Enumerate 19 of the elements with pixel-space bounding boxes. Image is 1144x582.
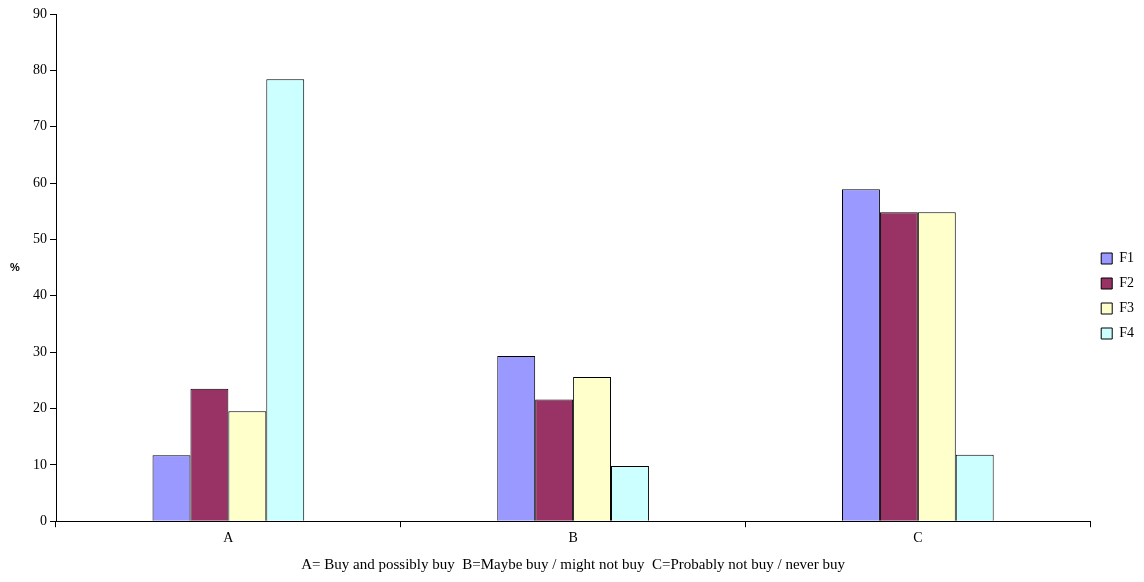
y-tick-label: 60: [33, 174, 47, 190]
y-tick-label: 30: [33, 343, 47, 359]
y-tick-label: 40: [33, 287, 47, 303]
y-tick-label: 10: [33, 456, 47, 472]
x-axis-title: A= Buy and possibly buy B=Maybe buy / might not buy C=Probably not buy / never buy: [301, 555, 846, 572]
x-tick-label: C: [913, 530, 923, 546]
y-tick-label: 20: [33, 400, 47, 416]
legend-label: F4: [1119, 325, 1135, 341]
y-tick-label: 70: [33, 118, 47, 134]
x-tick-label: A: [223, 530, 235, 546]
legend-label: F3: [1119, 300, 1135, 316]
y-tick-label: 50: [33, 231, 47, 247]
y-tick-label: 80: [33, 62, 47, 78]
y-axis-title: %: [10, 260, 21, 273]
legend-label: F2: [1119, 275, 1135, 291]
y-tick-label: 90: [33, 5, 47, 21]
y-tick-label: 0: [40, 512, 47, 528]
legend-label: F1: [1119, 250, 1135, 266]
x-tick-label: B: [568, 530, 578, 546]
